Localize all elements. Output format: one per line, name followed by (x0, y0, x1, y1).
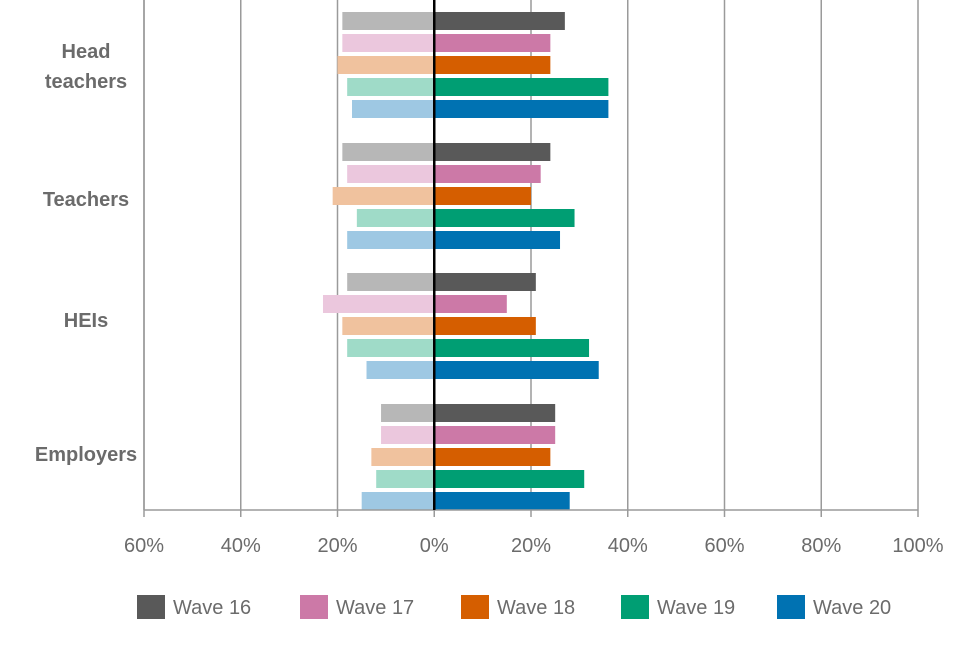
x-tick-label-0: 60% (124, 535, 164, 557)
bar-negative-4-4 (376, 470, 435, 488)
bar-negative-2-1 (342, 143, 435, 161)
bar-negative-2-2 (347, 165, 435, 183)
bar-positive-1-4 (434, 78, 609, 96)
x-tick-label-6: 60% (704, 535, 744, 557)
category-label-line: HEIs (64, 310, 108, 332)
category-label-3: HEIs (64, 310, 108, 332)
bar-negative-2-3 (332, 187, 435, 205)
legend-label-4: Wave 19 (657, 597, 735, 619)
legend-swatch-5 (777, 595, 805, 619)
bar-positive-2-1 (434, 143, 551, 161)
x-tick-label-7: 80% (801, 535, 841, 557)
bar-positive-4-1 (434, 404, 556, 422)
bar-negative-4-5 (361, 492, 435, 510)
bar-negative-2-4 (356, 209, 435, 227)
bar-positive-4-5 (434, 492, 570, 510)
bar-negative-3-4 (347, 339, 435, 357)
bar-positive-1-2 (434, 34, 551, 52)
legend-swatch-4 (621, 595, 649, 619)
x-tick-label-4: 20% (511, 535, 551, 557)
bar-positive-4-4 (434, 470, 585, 488)
legend-label-5: Wave 20 (813, 597, 891, 619)
legend-label-1: Wave 16 (173, 597, 251, 619)
bar-positive-3-3 (434, 317, 536, 335)
bar-positive-3-2 (434, 295, 507, 313)
bar-negative-1-1 (342, 12, 435, 30)
bar-negative-1-3 (337, 56, 435, 74)
bar-positive-2-5 (434, 231, 561, 249)
bar-positive-1-3 (434, 56, 551, 74)
legend-label-3: Wave 18 (497, 597, 575, 619)
bar-positive-4-3 (434, 448, 551, 466)
legend-label-2: Wave 17 (336, 597, 414, 619)
bar-negative-1-5 (352, 100, 435, 118)
x-tick-label-8: 100% (892, 535, 943, 557)
category-label-line: Employers (35, 444, 137, 466)
bar-positive-1-1 (434, 12, 565, 30)
bar-positive-2-4 (434, 209, 575, 227)
category-label-line: Teachers (43, 189, 129, 211)
category-label-4: Employers (35, 444, 137, 466)
category-label-2: Teachers (43, 189, 129, 211)
bar-negative-4-2 (381, 426, 435, 444)
bar-negative-3-3 (342, 317, 435, 335)
bar-negative-3-2 (322, 295, 435, 313)
bar-negative-4-1 (381, 404, 435, 422)
bar-positive-1-5 (434, 100, 609, 118)
bar-positive-2-2 (434, 165, 541, 183)
bar-positive-4-2 (434, 426, 556, 444)
legend-swatch-2 (300, 595, 328, 619)
x-tick-label-5: 40% (608, 535, 648, 557)
x-tick-label-3: 0% (420, 535, 449, 557)
bar-positive-3-4 (434, 339, 590, 357)
bar-negative-1-2 (342, 34, 435, 52)
bar-negative-4-3 (371, 448, 435, 466)
category-label-line: Head (62, 41, 111, 63)
legend-swatch-1 (137, 595, 165, 619)
category-label-line: teachers (45, 71, 127, 93)
x-tick-label-1: 40% (221, 535, 261, 557)
bar-positive-2-3 (434, 187, 531, 205)
bar-negative-1-4 (347, 78, 435, 96)
bar-positive-3-5 (434, 361, 599, 379)
bar-negative-2-5 (347, 231, 435, 249)
bar-negative-3-1 (347, 273, 435, 291)
bar-negative-3-5 (366, 361, 435, 379)
x-tick-label-2: 20% (317, 535, 357, 557)
bar-positive-3-1 (434, 273, 536, 291)
category-label-1: Head teachers (45, 41, 127, 93)
legend-swatch-3 (461, 595, 489, 619)
